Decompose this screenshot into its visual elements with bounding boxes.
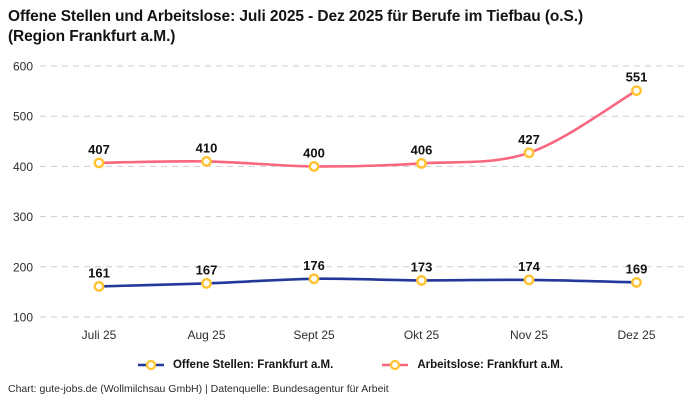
- data-point-marker: [201, 277, 212, 289]
- x-tick-label: Juli 25: [82, 328, 117, 342]
- data-point-marker: [93, 157, 105, 169]
- data-point-marker: [523, 147, 535, 159]
- data-point-label: 161: [88, 265, 110, 280]
- y-tick-label: 300: [13, 210, 33, 224]
- data-point-label: 427: [518, 132, 540, 147]
- data-point-label: 406: [411, 142, 433, 157]
- data-point-label: 174: [518, 259, 540, 274]
- y-tick-label: 500: [13, 110, 33, 124]
- series-line: [97, 277, 638, 288]
- x-tick-label: Sept 25: [293, 328, 335, 342]
- y-tick-label: 400: [13, 160, 33, 174]
- data-point-marker: [631, 85, 642, 96]
- line-chart: 100 200 300 400 500 600 Juli 25 Aug 25 Sept 25 Ok…: [13, 60, 688, 342]
- data-point-label: 167: [196, 262, 218, 277]
- y-tick-label: 100: [13, 311, 33, 325]
- y-tick-label: 600: [13, 60, 33, 74]
- legend-item-offene-stellen: Offene Stellen: Frankfurt a.M.: [137, 359, 333, 371]
- data-point-label: 551: [626, 70, 648, 85]
- x-tick-label: Nov 25: [510, 328, 548, 342]
- data-point-marker: [523, 274, 535, 286]
- data-point-label: 169: [626, 261, 648, 276]
- legend-line-marker-icon: [137, 359, 164, 371]
- legend-item-arbeitslose: Arbeitslose: Frankfurt a.M.: [381, 359, 563, 371]
- data-point-label: 400: [303, 145, 325, 160]
- data-point-marker: [308, 161, 320, 172]
- chart-source-note: Chart: gute-jobs.de (Wollmilchsau GmbH) …: [8, 383, 389, 395]
- y-tick-label: 200: [13, 260, 33, 274]
- data-point-label: 410: [196, 140, 218, 155]
- data-point-label: 407: [88, 142, 110, 157]
- series-line: [97, 89, 638, 168]
- legend-label: Offene Stellen: Frankfurt a.M.: [172, 359, 334, 371]
- data-point-marker: [416, 158, 427, 169]
- legend-label: Arbeitslose: Frankfurt a.M.: [417, 359, 564, 371]
- chart-legend: Offene Stellen: Frankfurt a.M. Arbeitslo…: [0, 356, 700, 374]
- data-point-marker: [93, 280, 105, 292]
- data-point-label: 173: [411, 259, 433, 274]
- data-point-label: 176: [303, 258, 325, 273]
- x-tick-label: Dez 25: [617, 328, 655, 342]
- chart-title: Offene Stellen und Arbeitslose: Juli 202…: [0, 0, 700, 47]
- x-tick-label: Okt 25: [404, 328, 440, 342]
- legend-line-marker-icon: [382, 359, 409, 371]
- data-point-marker: [416, 274, 427, 286]
- chart-title-line1: Offene Stellen und Arbeitslose: Juli 202…: [8, 8, 584, 25]
- data-point-marker: [308, 273, 320, 285]
- data-point-marker: [201, 156, 212, 167]
- data-point-marker: [631, 276, 642, 288]
- chart-title-line2: (Region Frankfurt a.M.): [8, 28, 176, 45]
- x-tick-label: Aug 25: [187, 328, 225, 342]
